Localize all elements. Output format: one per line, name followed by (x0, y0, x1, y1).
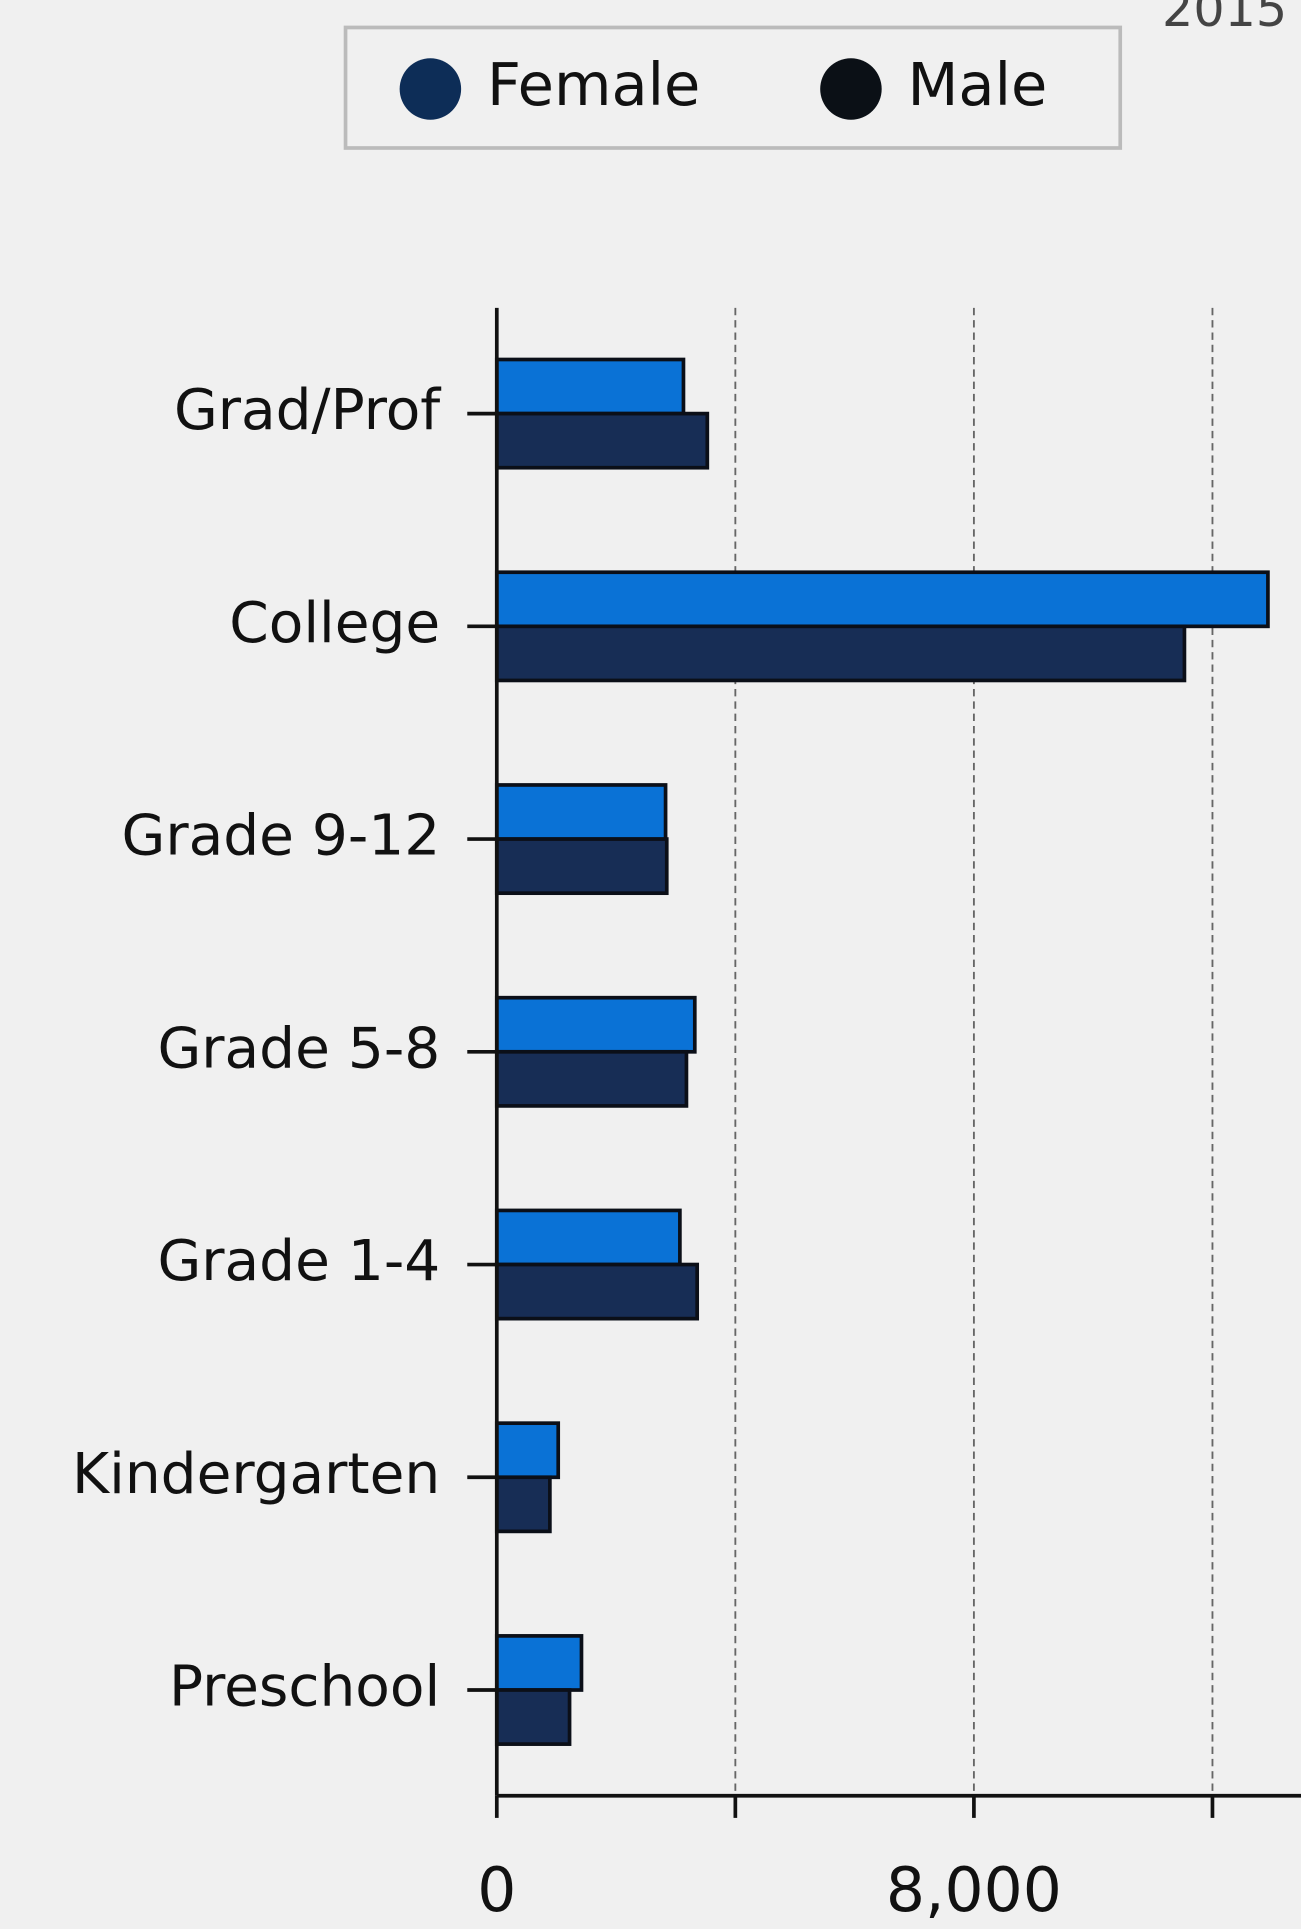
legend-marker (399, 58, 462, 120)
bar (494, 1208, 682, 1267)
bar (494, 570, 1270, 629)
bar (494, 357, 686, 416)
bar (494, 1475, 552, 1534)
bar (494, 1421, 561, 1480)
bar (494, 1049, 689, 1108)
bar (494, 624, 1187, 683)
legend-marker (820, 58, 882, 120)
y-tick-label: Kindergarten (72, 1441, 440, 1507)
y-tick-label: Grade 9-12 (122, 803, 441, 869)
chart-subtitle: 2015 (1162, 0, 1287, 38)
legend-label: Female (487, 50, 700, 119)
y-tick-label: College (229, 590, 440, 656)
bar (494, 1262, 700, 1321)
y-tick-label: Preschool (169, 1654, 440, 1720)
y-tick-label: Grad/Prof (174, 377, 441, 443)
bar (494, 1634, 584, 1692)
y-tick-label: Grade 5-8 (157, 1015, 440, 1081)
legend-box (343, 25, 1123, 150)
bar (494, 837, 669, 896)
x-tick-label: 8,000 (886, 1855, 1062, 1926)
bar (494, 783, 668, 841)
bar (494, 995, 697, 1054)
legend-label: Male (908, 50, 1048, 119)
bar (494, 411, 710, 470)
x-tick-label: 0 (477, 1855, 516, 1926)
bar (494, 1688, 572, 1746)
y-tick-label: Grade 1-4 (157, 1228, 440, 1294)
